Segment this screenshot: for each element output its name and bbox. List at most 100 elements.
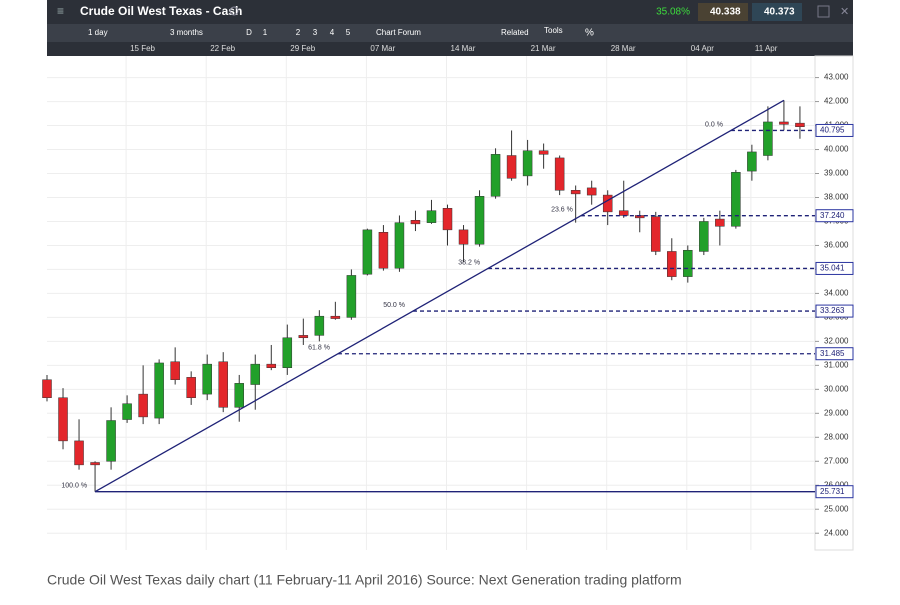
candle-body <box>122 403 132 420</box>
candle-body <box>346 275 357 318</box>
candle-body <box>170 361 180 380</box>
candle-body <box>394 222 405 269</box>
candle-body <box>362 229 373 275</box>
toolbar-item[interactable]: 5 <box>346 28 351 37</box>
candle-body <box>667 251 677 277</box>
close-icon[interactable]: ✕ <box>840 6 849 18</box>
y-tick-label: 34.000 <box>824 289 849 298</box>
fib-price: 37.240 <box>820 211 845 220</box>
y-tick-label: 26.000 <box>824 480 849 489</box>
x-tick-label: 15 Feb <box>130 44 155 53</box>
candle-body <box>763 121 773 156</box>
y-tick-label: 28.000 <box>824 432 849 441</box>
caption: Crude Oil West Texas daily chart (11 Feb… <box>47 572 682 588</box>
fib-price-box <box>815 123 854 137</box>
candle-body <box>554 157 565 191</box>
buy-price[interactable]: 40.373 <box>764 7 795 18</box>
fib-label: 100.0 % <box>61 483 87 490</box>
candle-body <box>106 420 116 462</box>
candle-body <box>651 216 661 252</box>
candle-body <box>282 337 293 368</box>
toolbar-item[interactable]: 1 <box>263 28 268 37</box>
candle-body <box>218 361 228 408</box>
price-axis <box>814 55 854 551</box>
candle-body <box>186 377 196 398</box>
fib-label: 38.2 % <box>458 259 480 266</box>
candle-body <box>42 379 52 398</box>
y-tick-label: 25.000 <box>824 504 849 513</box>
candle-body <box>699 221 709 252</box>
y-tick-label: 40.000 <box>824 145 849 154</box>
candle-body <box>90 462 100 466</box>
candle-body <box>330 315 341 319</box>
date-axis-bar <box>47 42 853 56</box>
candle-body <box>298 335 309 339</box>
candle-body <box>570 190 581 195</box>
y-tick-label: 42.000 <box>824 97 849 106</box>
tools[interactable]: Tools <box>544 26 563 35</box>
y-tick-label: 29.000 <box>824 408 849 417</box>
candle-body <box>747 151 757 172</box>
toolbar <box>47 24 853 42</box>
window-icon[interactable] <box>817 5 830 18</box>
x-tick-label: 04 Apr <box>691 44 714 53</box>
candle-body <box>250 363 261 385</box>
fib-label: 0.0 % <box>705 121 723 128</box>
sell-box[interactable] <box>698 3 748 21</box>
toolbar-item[interactable]: D <box>246 28 252 37</box>
candle-body <box>74 440 84 466</box>
candle-body <box>779 121 789 125</box>
candle-body <box>378 232 389 269</box>
search-icon[interactable] <box>229 6 239 16</box>
y-tick-label: 38.000 <box>824 193 849 202</box>
toolbar-item[interactable]: 2 <box>296 28 301 37</box>
candle-body <box>715 218 725 227</box>
x-tick-label: 22 Feb <box>210 44 235 53</box>
fib-price-box <box>815 485 854 499</box>
candle-body <box>506 155 517 179</box>
y-tick-label: 27.000 <box>824 456 849 465</box>
fib-price: 40.795 <box>820 126 845 135</box>
y-tick-label: 36.000 <box>824 241 849 250</box>
fib-price-box <box>815 347 854 361</box>
candle-body <box>442 208 453 231</box>
y-tick-label: 39.000 <box>824 169 849 178</box>
fib-price: 33.263 <box>820 306 845 315</box>
candle-body <box>266 363 277 368</box>
buy-box[interactable] <box>752 3 802 21</box>
x-tick-label: 14 Mar <box>451 44 476 53</box>
candle-body <box>314 315 325 336</box>
candle-body <box>458 229 469 245</box>
fib-price: 31.485 <box>820 349 845 358</box>
percent-button[interactable]: % <box>585 28 594 39</box>
y-tick-label: 32.000 <box>824 336 849 345</box>
candle-body <box>58 397 68 442</box>
y-tick-label: 31.000 <box>824 360 849 369</box>
x-tick-label: 07 Mar <box>370 44 395 53</box>
toolbar-item[interactable]: 3 <box>313 28 318 37</box>
sell-price[interactable]: 40.338 <box>710 7 741 18</box>
related[interactable]: Related <box>501 28 529 37</box>
candle-body <box>154 362 164 419</box>
candle-body <box>586 187 597 196</box>
candle-body <box>618 210 629 216</box>
fib-price-box <box>815 261 854 275</box>
range-select[interactable]: 3 months <box>170 28 203 37</box>
toolbar-item[interactable]: 4 <box>330 28 335 37</box>
x-tick-label: 11 Apr <box>755 44 778 53</box>
candle-body <box>683 249 693 277</box>
chart-forum[interactable]: Chart Forum <box>376 28 421 37</box>
menu-icon[interactable]: ≡ <box>57 4 64 18</box>
y-tick-label: 24.000 <box>824 528 849 537</box>
candle-body <box>538 150 549 155</box>
candle-body <box>522 150 533 177</box>
x-tick-label: 29 Feb <box>290 44 315 53</box>
fib-label: 50.0 % <box>383 302 405 309</box>
interval-select[interactable]: 1 day <box>88 28 108 37</box>
candle-body <box>602 194 613 213</box>
fib-price-box <box>815 209 854 223</box>
instrument-title[interactable]: Crude Oil West Texas - Cash <box>80 4 242 18</box>
candle-body <box>234 383 244 408</box>
candle-body <box>474 196 485 245</box>
